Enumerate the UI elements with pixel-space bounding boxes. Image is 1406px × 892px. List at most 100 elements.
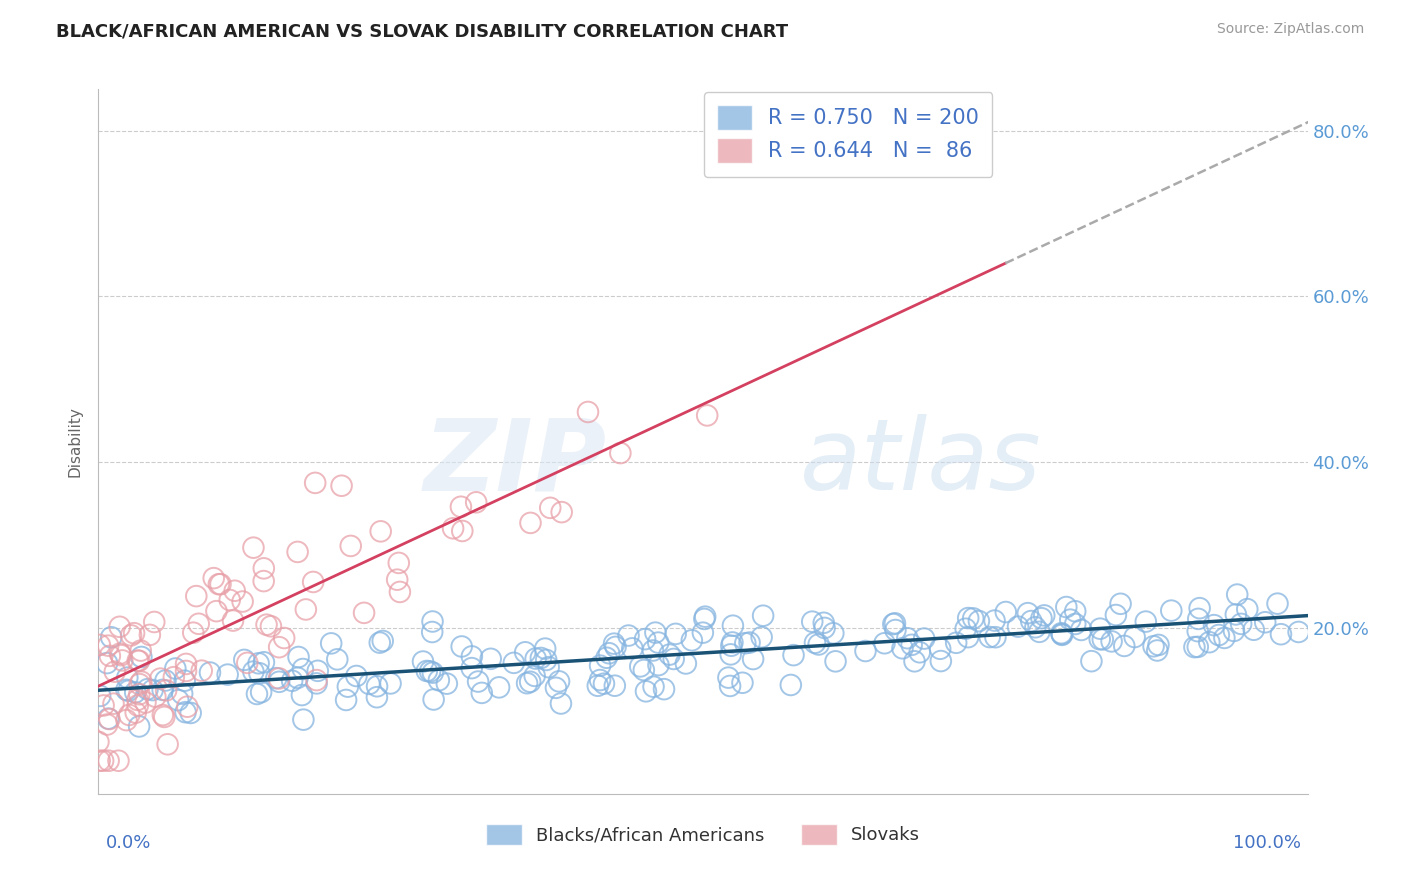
Point bbox=[908, 645, 931, 659]
Point bbox=[388, 556, 411, 570]
Point bbox=[176, 699, 198, 714]
Point bbox=[1059, 613, 1081, 627]
Point bbox=[1101, 634, 1123, 648]
Point bbox=[304, 475, 326, 490]
Point bbox=[205, 604, 228, 618]
Point bbox=[174, 657, 197, 671]
Point bbox=[422, 665, 444, 680]
Point bbox=[945, 636, 967, 650]
Point bbox=[537, 660, 560, 674]
Point bbox=[87, 735, 110, 749]
Point bbox=[641, 643, 664, 657]
Point bbox=[884, 616, 907, 631]
Point bbox=[621, 641, 644, 656]
Point bbox=[295, 602, 318, 616]
Point bbox=[136, 682, 159, 697]
Point bbox=[107, 754, 129, 768]
Point bbox=[321, 636, 343, 650]
Point bbox=[695, 609, 717, 624]
Point bbox=[1024, 620, 1046, 634]
Point bbox=[1188, 601, 1211, 615]
Point bbox=[353, 606, 375, 620]
Point bbox=[720, 648, 742, 662]
Point bbox=[717, 671, 740, 685]
Point bbox=[903, 654, 925, 668]
Point bbox=[929, 654, 952, 668]
Point bbox=[120, 628, 142, 642]
Point bbox=[371, 634, 394, 648]
Point bbox=[172, 687, 194, 701]
Point bbox=[127, 698, 149, 713]
Point bbox=[366, 679, 388, 693]
Point bbox=[450, 640, 472, 654]
Point bbox=[198, 665, 221, 680]
Point bbox=[253, 574, 276, 588]
Point bbox=[465, 495, 488, 509]
Point bbox=[125, 706, 148, 720]
Point bbox=[97, 639, 120, 653]
Point bbox=[813, 615, 835, 630]
Point bbox=[1230, 616, 1253, 631]
Point bbox=[1080, 654, 1102, 668]
Point bbox=[173, 673, 195, 688]
Point bbox=[576, 405, 599, 419]
Point bbox=[1088, 632, 1111, 647]
Point bbox=[129, 643, 152, 657]
Point bbox=[202, 571, 225, 585]
Point bbox=[550, 697, 572, 711]
Point bbox=[962, 611, 984, 625]
Point bbox=[450, 500, 472, 514]
Point bbox=[1208, 628, 1230, 642]
Point bbox=[152, 708, 174, 723]
Point bbox=[359, 677, 381, 691]
Point bbox=[336, 680, 359, 694]
Point bbox=[224, 583, 246, 598]
Point bbox=[1254, 615, 1277, 630]
Point bbox=[603, 637, 626, 651]
Point bbox=[519, 516, 541, 530]
Point bbox=[1091, 632, 1114, 647]
Point bbox=[929, 641, 952, 656]
Point bbox=[884, 623, 907, 637]
Point bbox=[823, 626, 845, 640]
Point bbox=[647, 635, 669, 649]
Point bbox=[1114, 639, 1136, 653]
Point bbox=[89, 638, 111, 652]
Point bbox=[97, 712, 120, 726]
Point bbox=[586, 679, 609, 693]
Point bbox=[292, 713, 315, 727]
Point bbox=[782, 648, 804, 662]
Point bbox=[110, 648, 132, 663]
Point bbox=[91, 754, 114, 768]
Point bbox=[326, 652, 349, 666]
Point bbox=[1213, 631, 1236, 645]
Point bbox=[246, 687, 269, 701]
Point bbox=[97, 754, 120, 768]
Point bbox=[118, 708, 141, 723]
Point bbox=[153, 710, 176, 724]
Point bbox=[1236, 602, 1258, 616]
Point bbox=[1109, 597, 1132, 611]
Point bbox=[538, 500, 561, 515]
Text: BLACK/AFRICAN AMERICAN VS SLOVAK DISABILITY CORRELATION CHART: BLACK/AFRICAN AMERICAN VS SLOVAK DISABIL… bbox=[56, 22, 789, 40]
Point bbox=[595, 650, 617, 665]
Point bbox=[249, 666, 271, 681]
Point bbox=[128, 677, 150, 691]
Point bbox=[1135, 615, 1157, 629]
Point bbox=[617, 628, 640, 642]
Point bbox=[544, 681, 567, 695]
Point bbox=[104, 665, 127, 679]
Point bbox=[218, 593, 240, 607]
Point bbox=[368, 635, 391, 649]
Point bbox=[339, 539, 361, 553]
Point bbox=[307, 664, 329, 678]
Point bbox=[222, 614, 245, 628]
Point bbox=[634, 684, 657, 698]
Point bbox=[187, 616, 209, 631]
Point bbox=[163, 670, 186, 684]
Point bbox=[1223, 624, 1246, 638]
Point bbox=[891, 641, 914, 656]
Point bbox=[855, 644, 877, 658]
Point bbox=[233, 653, 256, 667]
Point bbox=[589, 658, 612, 673]
